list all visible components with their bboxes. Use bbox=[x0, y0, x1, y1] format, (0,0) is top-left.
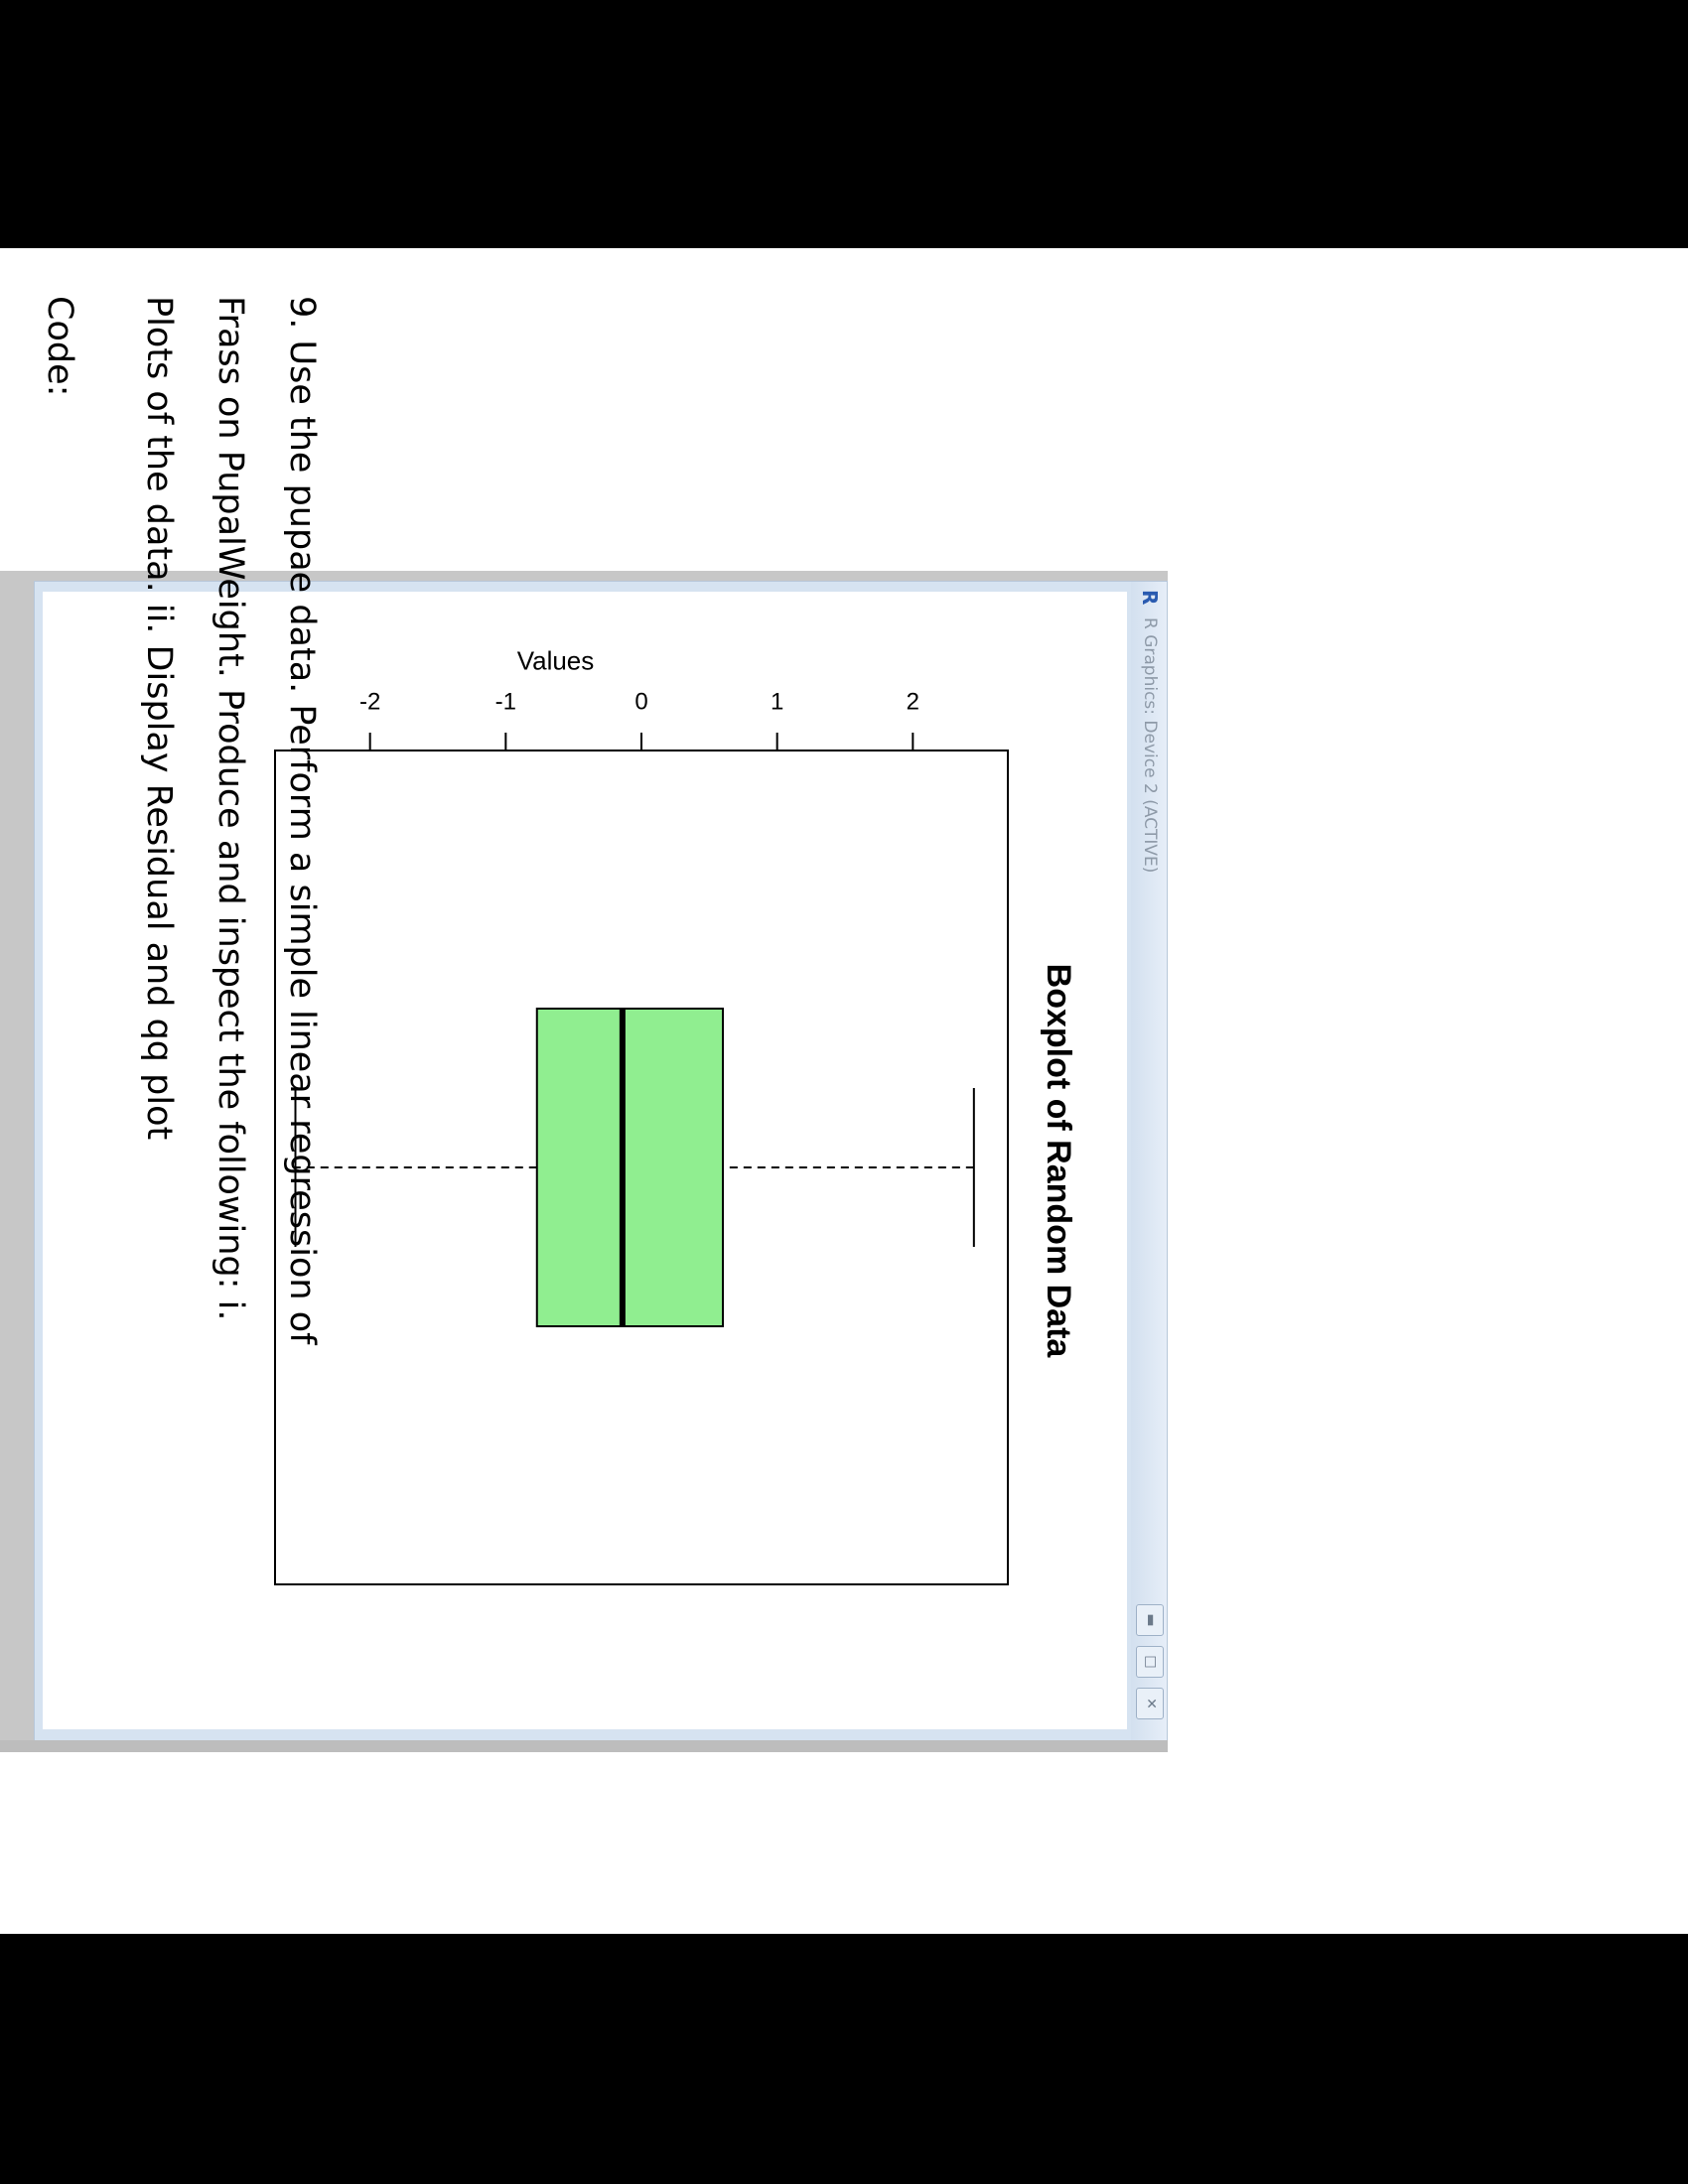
plot-canvas: Boxplot of Random Data Values -2 -1 0 1 2 bbox=[43, 592, 1127, 1729]
window-titlebar[interactable]: R R Graphics: Device 2 (ACTIVE) ▬ □ ✕ bbox=[1131, 582, 1167, 1741]
boxplot-svg: -2 -1 0 1 2 bbox=[274, 688, 1009, 1585]
question-line: 9. Use the pupae data. Perform a simple … bbox=[282, 296, 322, 1345]
rotated-page: R R Graphics: Device 2 (ACTIVE) ▬ □ ✕ Bo… bbox=[0, 248, 1688, 1934]
question-line: Plots of the data. ii. Display Residual … bbox=[139, 296, 179, 1141]
close-icon[interactable]: ✕ bbox=[1136, 1688, 1164, 1719]
y-tick-label: -2 bbox=[359, 688, 380, 715]
top-black-bar bbox=[0, 0, 1688, 248]
bottom-black-bar bbox=[0, 1934, 1688, 2184]
r-logo-icon: R bbox=[1138, 590, 1162, 606]
window-frame: R R Graphics: Device 2 (ACTIVE) ▬ □ ✕ Bo… bbox=[34, 581, 1168, 1742]
minimize-icon[interactable]: ▬ bbox=[1136, 1604, 1164, 1636]
box-iqr bbox=[535, 1008, 724, 1327]
y-tick-label: 0 bbox=[634, 688, 647, 715]
y-tick-label: -1 bbox=[495, 688, 516, 715]
question-text: 9. Use the pupae data. Perform a simple … bbox=[24, 296, 338, 1904]
window-title: R Graphics: Device 2 (ACTIVE) bbox=[1140, 617, 1160, 874]
code-label: Code: bbox=[40, 296, 79, 397]
r-graphics-window: R R Graphics: Device 2 (ACTIVE) ▬ □ ✕ Bo… bbox=[0, 571, 1168, 1752]
question-line: Frass on PupalWeight. Produce and inspec… bbox=[211, 296, 250, 1321]
y-tick-label: 1 bbox=[771, 688, 783, 715]
y-tick-label: 2 bbox=[907, 688, 919, 715]
maximize-icon[interactable]: □ bbox=[1136, 1646, 1164, 1678]
